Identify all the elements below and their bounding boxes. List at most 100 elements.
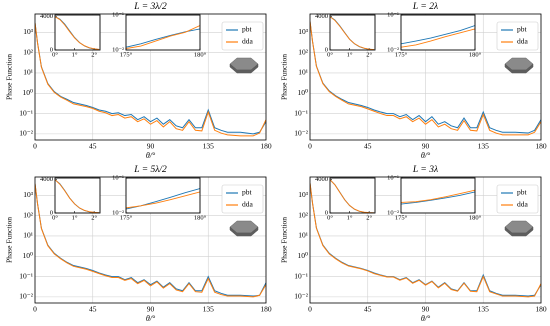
y-tick-label: 10⁻¹ [294,108,308,117]
y-tick-label: 10² [298,210,309,219]
crystal-icon-side [229,226,259,237]
legend-label: pbt [517,188,528,197]
x-tick-label: 0 [308,142,312,151]
inset-background [55,15,100,50]
x-axis-label: θ/° [146,151,156,160]
legend-label: dda [242,37,254,46]
x-tick-label: 175° [395,214,408,221]
series-line [35,22,266,135]
y-tick-label: 10⁻² [19,292,33,301]
x-tick-label: 175° [120,214,133,221]
y-tick-label: 10⁻² [387,46,399,53]
y-tick-label: 0 [325,46,328,53]
x-tick-label: 0 [33,305,37,314]
chart-title: L = 2λ [412,2,438,12]
series-line [401,28,475,48]
x-tick-label: 2° [91,51,97,58]
legend-box [221,184,264,214]
series-line [330,179,375,213]
y-tick-label: 10⁻¹ [112,174,124,181]
chart-title: L = 3λ [412,165,438,175]
inset-background [330,15,375,50]
x-tick-label: 0 [308,305,312,314]
y-tick-label: 10⁻² [294,129,308,138]
x-tick-label: 45 [89,142,97,151]
axes-frame [54,177,101,214]
axes-frame [309,176,542,304]
y-tick-label: 10⁻¹ [19,108,33,117]
y-tick-label: 10⁻² [19,129,33,138]
series-line [330,16,375,50]
x-tick-label: 90 [147,305,155,314]
x-tick-label: 0° [52,51,58,58]
x-tick-label: 180° [194,214,207,221]
y-tick-label: 10⁻¹ [112,11,124,18]
legend-label: dda [242,200,254,209]
inset-background [55,178,100,213]
x-tick-label: 180° [469,51,482,58]
series-line [35,22,266,137]
y-tick-label: 10¹ [23,68,33,77]
inset-background [401,178,475,213]
axes-frame [34,13,267,141]
y-tick-label: 4000 [315,176,328,183]
series-line [126,191,200,209]
y-axis-label: Phase Function [280,54,289,100]
x-tick-label: 1° [347,51,353,58]
legend-label: pbt [517,25,528,34]
axes-frame [400,14,476,51]
x-tick-label: 2° [366,51,372,58]
x-tick-label: 90 [422,305,430,314]
series-line [55,16,100,50]
x-tick-label: 135 [203,305,215,314]
x-tick-label: 0° [52,214,58,221]
y-tick-label: 10² [298,47,309,56]
y-tick-label: 10⁻¹ [294,271,308,280]
x-tick-label: 180 [260,305,272,314]
y-axis-label: Phase Function [5,54,14,100]
axes-frame [54,14,101,51]
y-tick-label: 10⁻¹ [19,271,33,280]
y-tick-label: 10⁰ [22,88,33,97]
y-tick-label: 10¹ [298,231,308,240]
y-tick-label: 10⁰ [297,251,308,260]
y-tick-label: 4000 [40,176,53,183]
crystal-icon-side [229,63,259,74]
y-tick-label: 10⁻² [294,292,308,301]
y-axis-label: Phase Function [5,217,14,263]
x-tick-label: 135 [478,305,490,314]
x-tick-label: 135 [203,142,215,151]
x-tick-label: 2° [366,214,372,221]
x-tick-label: 0 [33,142,37,151]
y-tick-label: 10⁻² [387,209,399,216]
x-axis-label: θ/° [146,314,156,323]
legend-box [496,184,539,214]
y-tick-label: 10⁰ [22,251,33,260]
series-line [401,25,475,45]
legend-label: pbt [242,188,253,197]
x-tick-label: 45 [364,305,372,314]
inset-background [126,178,200,213]
legend-label: pbt [242,25,253,34]
x-axis-label: θ/° [421,314,431,323]
y-tick-label: 10² [23,210,34,219]
chart-title: L = 3λ/2 [133,2,167,12]
axes-frame [309,13,542,141]
y-tick-label: 10³ [23,27,34,36]
series-line [310,21,541,136]
x-axis-label: θ/° [421,151,431,160]
x-tick-label: 90 [147,142,155,151]
axes-frame [34,176,267,304]
axes-frame [329,177,376,214]
y-tick-label: 10³ [23,190,34,199]
y-tick-label: 10³ [298,27,309,36]
y-tick-label: 0 [325,209,328,216]
x-tick-label: 175° [120,51,133,58]
x-tick-label: 45 [364,142,372,151]
y-tick-label: 10⁻² [112,209,124,216]
y-tick-label: 10¹ [23,231,33,240]
y-tick-label: 10⁻² [112,46,124,53]
y-tick-label: 10¹ [298,68,308,77]
chart-title: L = 5λ/2 [133,165,167,175]
